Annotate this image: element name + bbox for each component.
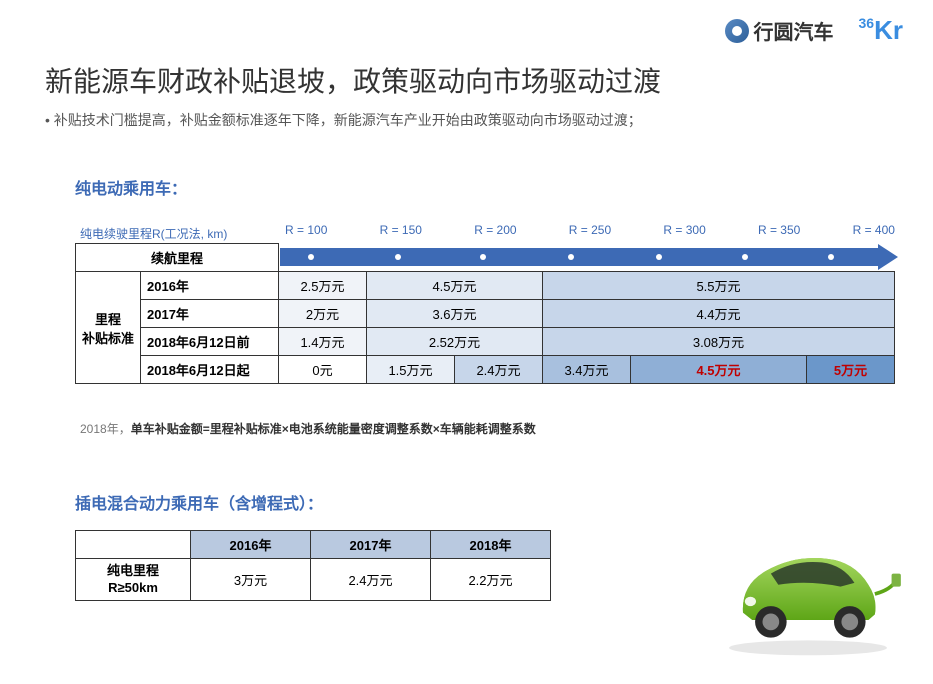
- phev-blank-header: [76, 531, 191, 559]
- phev-section-title: 插电混合动力乘用车（含增程式）：: [75, 490, 323, 514]
- scale-tick: R = 200: [474, 223, 516, 237]
- bev-cell: 3.08万元: [543, 328, 895, 356]
- bev-year-label: 2018年6月12日前: [141, 328, 279, 356]
- bev-cell: 3.4万元: [543, 356, 631, 384]
- logo-xingyuan-icon: [725, 19, 749, 43]
- logo-xingyuan: 行圆汽车: [725, 16, 834, 45]
- bev-cell: 3.6万元: [367, 300, 543, 328]
- scale-tick: R = 150: [380, 223, 422, 237]
- bev-scale-ticks: R = 100 R = 150 R = 200 R = 250 R = 300 R = 3…: [285, 223, 895, 237]
- phev-cell: 3万元: [191, 559, 311, 601]
- bev-scale-label: 纯电续驶里程R(工况法, km): [80, 225, 227, 242]
- bev-year-label: 2018年6月12日起: [141, 356, 279, 384]
- scale-tick: R = 350: [758, 223, 800, 237]
- footnote-text: 单车补贴金额=里程补贴标准×电池系统能量密度调整系数×车辆能耗调整系数: [131, 422, 536, 436]
- subtitle: 补贴技术门槛提高，补贴金额标准逐年下降，新能源汽车产业开始由政策驱动向市场驱动过…: [45, 110, 642, 130]
- header-logos: 行圆汽车 36Kr: [725, 15, 903, 46]
- scale-tick: R = 400: [853, 223, 895, 237]
- phev-table: 2016年2017年2018年纯电里程R≥50km3万元2.4万元2.2万元: [75, 530, 551, 601]
- logo-36kr: 36Kr: [859, 15, 903, 46]
- bev-cell: 1.5万元: [367, 356, 455, 384]
- bev-cell: 0元: [279, 356, 367, 384]
- bev-cell: 2.5万元: [279, 272, 367, 300]
- bev-cell: 4.5万元: [631, 356, 807, 384]
- bev-year-label: 2016年: [141, 272, 279, 300]
- bev-cell: 5万元: [807, 356, 895, 384]
- phev-row-label: 纯电里程R≥50km: [76, 559, 191, 601]
- bev-year-label: 2017年: [141, 300, 279, 328]
- phev-year-header: 2017年: [311, 531, 431, 559]
- bev-header-range: 续航里程: [76, 244, 279, 272]
- phev-cell: 2.2万元: [431, 559, 551, 601]
- logo-xingyuan-text: 行圆汽车: [754, 16, 834, 45]
- footnote-prefix: 2018年，: [80, 422, 131, 436]
- page-title: 新能源车财政补贴退坡，政策驱动向市场驱动过渡: [45, 60, 661, 100]
- scale-tick: R = 300: [663, 223, 705, 237]
- bev-row-group-label: 里程补贴标准: [76, 272, 141, 384]
- bev-cell: 2.52万元: [367, 328, 543, 356]
- phev-cell: 2.4万元: [311, 559, 431, 601]
- bev-cell: 1.4万元: [279, 328, 367, 356]
- bev-section-title: 纯电动乘用车：: [75, 175, 187, 199]
- phev-year-header: 2018年: [431, 531, 551, 559]
- bev-cell: 5.5万元: [543, 272, 895, 300]
- scale-tick: R = 250: [569, 223, 611, 237]
- bev-table: 续航里程 里程补贴标准2016年2.5万元4.5万元5.5万元2017年2万元3…: [75, 243, 895, 384]
- phev-year-header: 2016年: [191, 531, 311, 559]
- ev-car-image: [713, 529, 903, 659]
- bev-cell: 2.4万元: [455, 356, 543, 384]
- bev-cell: 4.4万元: [543, 300, 895, 328]
- footnote: 2018年，单车补贴金额=里程补贴标准×电池系统能量密度调整系数×车辆能耗调整系…: [80, 420, 536, 437]
- scale-tick: R = 100: [285, 223, 327, 237]
- bev-cell: 4.5万元: [367, 272, 543, 300]
- bev-cell: 2万元: [279, 300, 367, 328]
